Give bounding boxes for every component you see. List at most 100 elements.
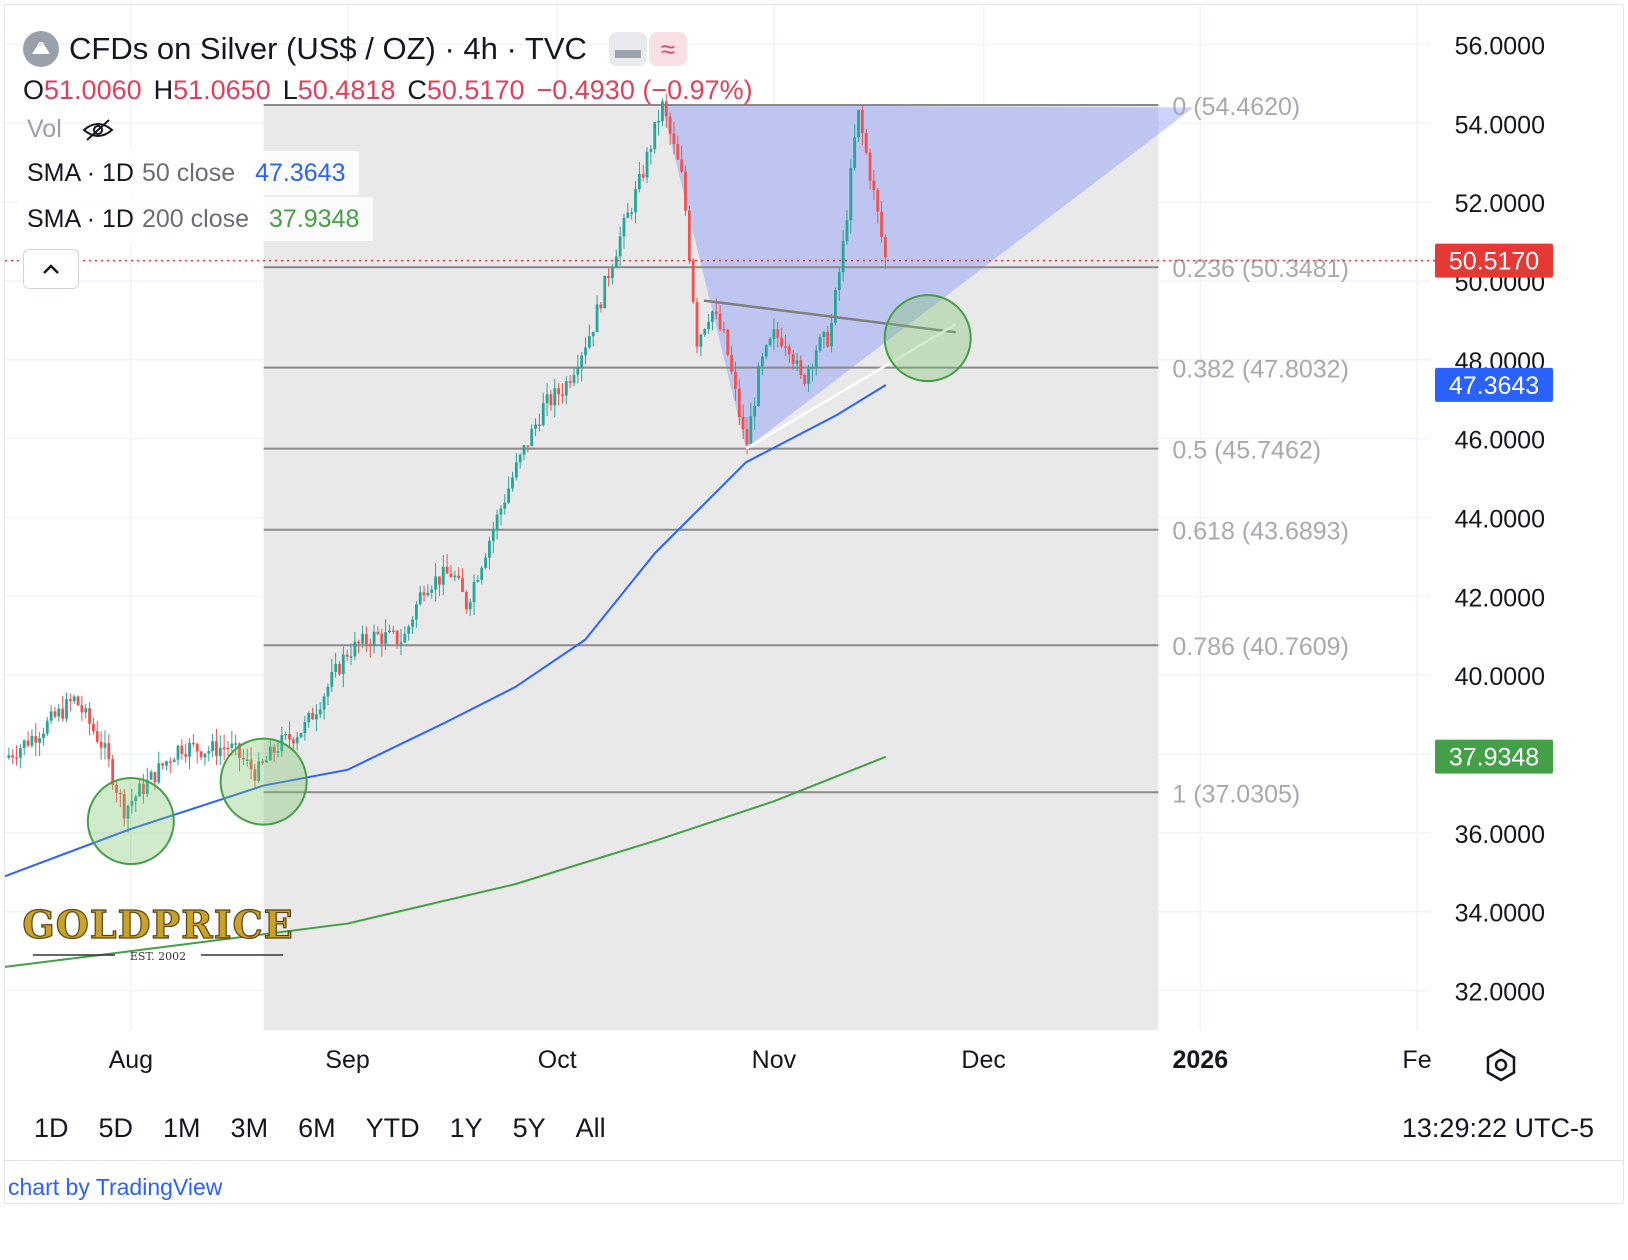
candle-body xyxy=(780,337,784,347)
sma50-value: 47.3643 xyxy=(255,158,346,187)
highlight-circle xyxy=(883,294,972,383)
candle-body xyxy=(784,346,787,348)
candle-body xyxy=(657,121,660,123)
candle-body xyxy=(826,331,830,347)
candle-body xyxy=(857,109,860,138)
candle-body xyxy=(95,731,99,742)
candle-body xyxy=(441,566,445,585)
candle-body xyxy=(741,417,745,430)
sma200-badge-bg xyxy=(1435,739,1553,774)
candle-body xyxy=(637,174,641,190)
ohlc-value-l: 50.4818 xyxy=(297,75,396,105)
candle-body xyxy=(88,708,91,724)
candle-body xyxy=(326,686,330,697)
candle-body xyxy=(538,424,541,427)
current-price-badge-bg xyxy=(1435,243,1553,278)
ohlc-key-h: H xyxy=(153,75,174,105)
candle-body xyxy=(149,771,153,780)
timeframe-1y[interactable]: 1Y xyxy=(449,1112,483,1143)
highlight-circle xyxy=(219,737,308,826)
candle-body xyxy=(376,631,380,634)
candle-body xyxy=(718,313,722,330)
candle-body xyxy=(568,381,572,383)
candle-body xyxy=(753,405,757,417)
candle-body xyxy=(357,641,361,644)
price-chart[interactable]: 0 (54.4620) 0.236 (50.3481) 0.382 (47.8032… xyxy=(5,5,1624,1095)
candle-body xyxy=(414,604,418,620)
candle-body xyxy=(737,388,741,418)
timeframe-1d[interactable]: 1D xyxy=(34,1112,69,1143)
candle-body xyxy=(295,737,299,744)
timeframe-all[interactable]: All xyxy=(575,1112,606,1143)
ohlc-values: O51.0060 H51.0650 L50.4818 C50.5170 −0.4930 … xyxy=(23,75,765,106)
timeframe-6m[interactable]: 6M xyxy=(298,1112,336,1143)
candle-body xyxy=(584,347,587,356)
candle-body xyxy=(168,761,172,763)
candle-body xyxy=(368,644,372,647)
candle-body xyxy=(764,345,768,357)
collapse-legend-button[interactable] xyxy=(23,249,79,289)
candle-body xyxy=(115,784,118,793)
silver-bars-icon xyxy=(23,31,59,67)
candle-body xyxy=(830,322,833,347)
settings-gear-icon[interactable] xyxy=(1483,1047,1519,1083)
eye-hidden-icon[interactable] xyxy=(82,118,114,142)
candle-body xyxy=(541,403,545,426)
candle-body xyxy=(38,738,42,743)
candle-body xyxy=(257,761,261,781)
candle-body xyxy=(599,304,603,309)
candle-body xyxy=(84,708,88,713)
candle-body xyxy=(668,116,672,134)
timeframe-3m[interactable]: 3M xyxy=(230,1112,269,1143)
tradingview-attribution-link[interactable]: chart by TradingView xyxy=(8,1174,223,1200)
x-tick-label: Oct xyxy=(538,1046,577,1074)
symbol-title-row: CFDs on Silver (US$ / OZ) · 4h · TVC ▬ ≈ xyxy=(23,27,765,71)
candle-body xyxy=(130,801,134,806)
candle-body xyxy=(876,190,880,212)
candle-body xyxy=(22,740,26,749)
candle-body xyxy=(449,573,453,578)
market-closed-icon[interactable]: ▬ xyxy=(608,32,647,66)
sma50-legend[interactable]: SMA · 1D 50 close 47.3643 xyxy=(19,151,360,195)
candle-body xyxy=(799,360,803,376)
sma200-legend[interactable]: SMA · 1D 200 close 37.9348 xyxy=(19,197,374,241)
clock[interactable]: 13:29:22 UTC-5 xyxy=(1401,1112,1594,1143)
candle-body xyxy=(634,189,637,213)
candle-body xyxy=(18,748,22,758)
delayed-data-icon[interactable]: ≈ xyxy=(648,32,687,66)
timeframe-ytd[interactable]: YTD xyxy=(365,1112,420,1143)
candle-body xyxy=(722,329,726,331)
candle-body xyxy=(34,735,38,743)
candle-body xyxy=(330,672,334,687)
x-tick-label: Dec xyxy=(961,1046,1005,1074)
candle-body xyxy=(457,575,461,579)
candle-body xyxy=(92,723,95,732)
candle-body xyxy=(749,416,753,445)
candle-body xyxy=(845,220,849,242)
y-tick-label: 32.0000 xyxy=(1455,979,1545,1007)
candle-body xyxy=(426,592,430,596)
timeframe-5d[interactable]: 5D xyxy=(98,1112,134,1143)
timeframe-1m[interactable]: 1M xyxy=(163,1112,201,1143)
fib-level-label: 0.618 (43.6893) xyxy=(1172,518,1349,546)
candle-body xyxy=(11,755,15,758)
timeframe-5y[interactable]: 5Y xyxy=(512,1112,546,1143)
candle-body xyxy=(661,101,664,122)
candle-body xyxy=(468,602,472,610)
candle-body xyxy=(203,753,207,758)
sma50-badge: 47.3643 xyxy=(1435,367,1553,402)
symbol-title[interactable]: CFDs on Silver (US$ / OZ) · 4h · TVC xyxy=(69,31,587,66)
candle-body xyxy=(380,633,384,644)
candle-body xyxy=(564,381,568,396)
current-price-badge-text: 50.5170 xyxy=(1449,248,1539,276)
price-change: −0.4930 (−0.97%) xyxy=(536,75,753,105)
candle-body xyxy=(864,132,868,153)
candle-body xyxy=(587,336,591,348)
candle-body xyxy=(695,301,699,347)
ohlc-key-l: L xyxy=(282,75,298,105)
y-tick-label: 40.0000 xyxy=(1455,663,1545,691)
y-tick-label: 34.0000 xyxy=(1455,900,1545,928)
candle-body xyxy=(822,331,826,338)
candle-body xyxy=(476,579,480,582)
candle-body xyxy=(849,168,853,221)
